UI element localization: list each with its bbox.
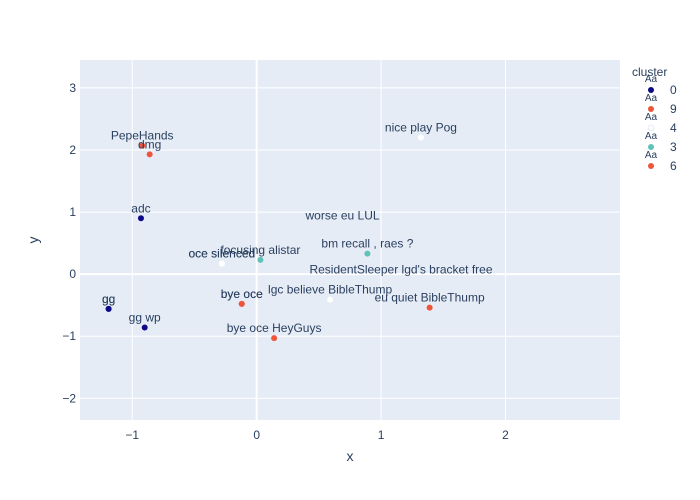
legend-item-label[interactable]: 9 [670,102,677,116]
legend-item-label[interactable]: 0 [670,83,677,97]
data-points [105,134,433,342]
point-label: gg wp [129,311,161,325]
legend-item-label[interactable]: 4 [670,121,677,135]
point-label: bm recall , raes ? [321,237,413,251]
legend-symbol-text: Aa [645,112,658,123]
data-point[interactable] [146,151,153,158]
data-point[interactable] [238,300,245,307]
x-tick-label: −1 [125,428,139,442]
data-point[interactable] [137,215,144,222]
plot-background [80,60,620,420]
point-label: gg [102,292,115,306]
y-axis-ticks: −2 −1 0 1 2 3 [62,81,76,405]
x-tick-label: 1 [378,428,385,442]
point-label: adc [131,201,150,215]
x-tick-label: 2 [502,428,509,442]
point-label: nice play Pog [385,121,457,135]
legend-marker [647,124,655,132]
data-point[interactable] [426,304,433,311]
point-label: ResidentSleeper lgd's bracket free [309,263,492,277]
legend-symbol-text: Aa [645,131,658,142]
legend-title: cluster [632,65,667,79]
point-label: lgc believe BibleThump [268,283,392,297]
data-point[interactable] [257,256,264,263]
y-tick-label: −1 [62,329,76,343]
data-point[interactable] [218,260,225,267]
y-tick-label: 0 [69,267,76,281]
legend-item-label[interactable]: 6 [670,159,677,173]
data-point[interactable] [364,250,371,257]
x-axis-ticks: −1 0 1 2 [125,428,509,442]
legend: cluster Aa 0 Aa 9 Aa 4 Aa 3 Aa 6 [632,65,677,173]
legend-symbol-text: Aa [645,150,658,161]
legend-symbol-text: Aa [645,93,658,104]
y-tick-label: −2 [62,391,76,405]
y-tick-label: 3 [69,81,76,95]
legend-marker [648,106,654,112]
x-axis-title: x [347,448,354,464]
legend-marker [648,87,654,93]
point-label: bye oce [221,287,263,301]
data-point[interactable] [139,142,146,149]
point-label: dmg [138,137,161,151]
point-label: focusing alistar [220,243,300,257]
legend-symbol-text: Aa [645,74,658,85]
point-label: bye oce [221,287,263,301]
point-label: eu quiet BibleThump [375,291,485,305]
y-axis-title: y [25,237,41,244]
y-tick-label: 1 [69,205,76,219]
y-tick-label: 2 [69,143,76,157]
point-label: gg [102,292,115,306]
data-point[interactable] [417,134,424,141]
grid-lines [80,60,620,420]
legend-marker [648,163,654,169]
point-label: bye oce HeyGuys [227,321,322,335]
legend-marker [648,144,654,150]
data-point[interactable] [105,305,112,312]
data-point[interactable] [271,335,278,342]
point-label: PepeHands [111,129,174,143]
point-label: oce silenced [188,247,255,261]
legend-item-label[interactable]: 3 [670,140,677,154]
point-label: oce silenced [188,247,255,261]
data-point[interactable] [327,296,334,303]
x-tick-label: 0 [253,428,260,442]
data-point[interactable] [141,324,148,331]
point-label: worse eu LUL [305,209,380,223]
